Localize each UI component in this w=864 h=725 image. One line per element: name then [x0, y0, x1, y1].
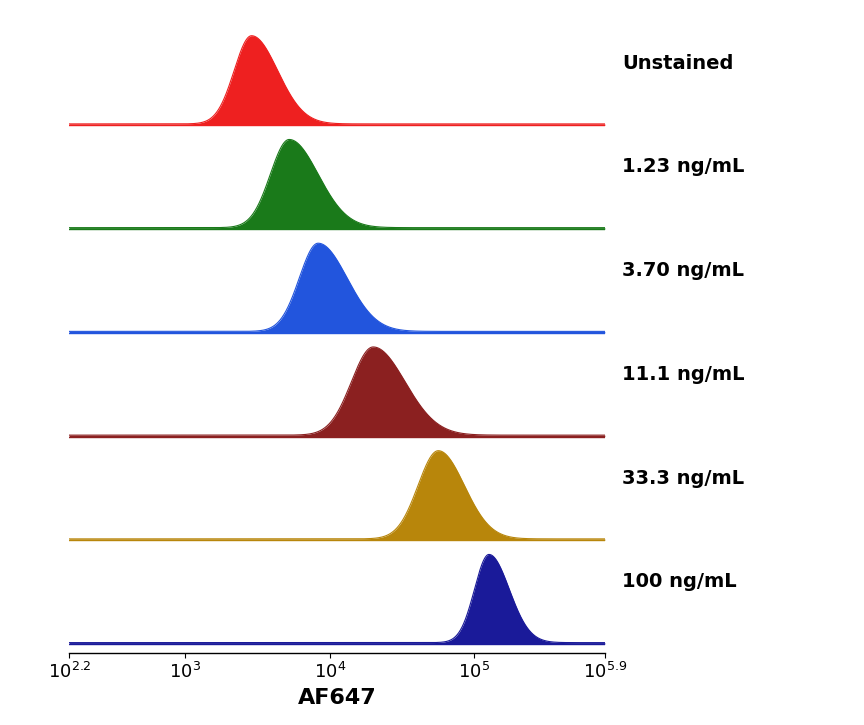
- Text: 100 ng/mL: 100 ng/mL: [622, 573, 737, 592]
- Text: 1.23 ng/mL: 1.23 ng/mL: [622, 157, 745, 176]
- Text: 33.3 ng/mL: 33.3 ng/mL: [622, 469, 744, 488]
- X-axis label: AF647: AF647: [297, 688, 377, 708]
- Text: 3.70 ng/mL: 3.70 ng/mL: [622, 261, 744, 281]
- Text: 11.1 ng/mL: 11.1 ng/mL: [622, 365, 745, 384]
- Text: Unstained: Unstained: [622, 54, 734, 72]
